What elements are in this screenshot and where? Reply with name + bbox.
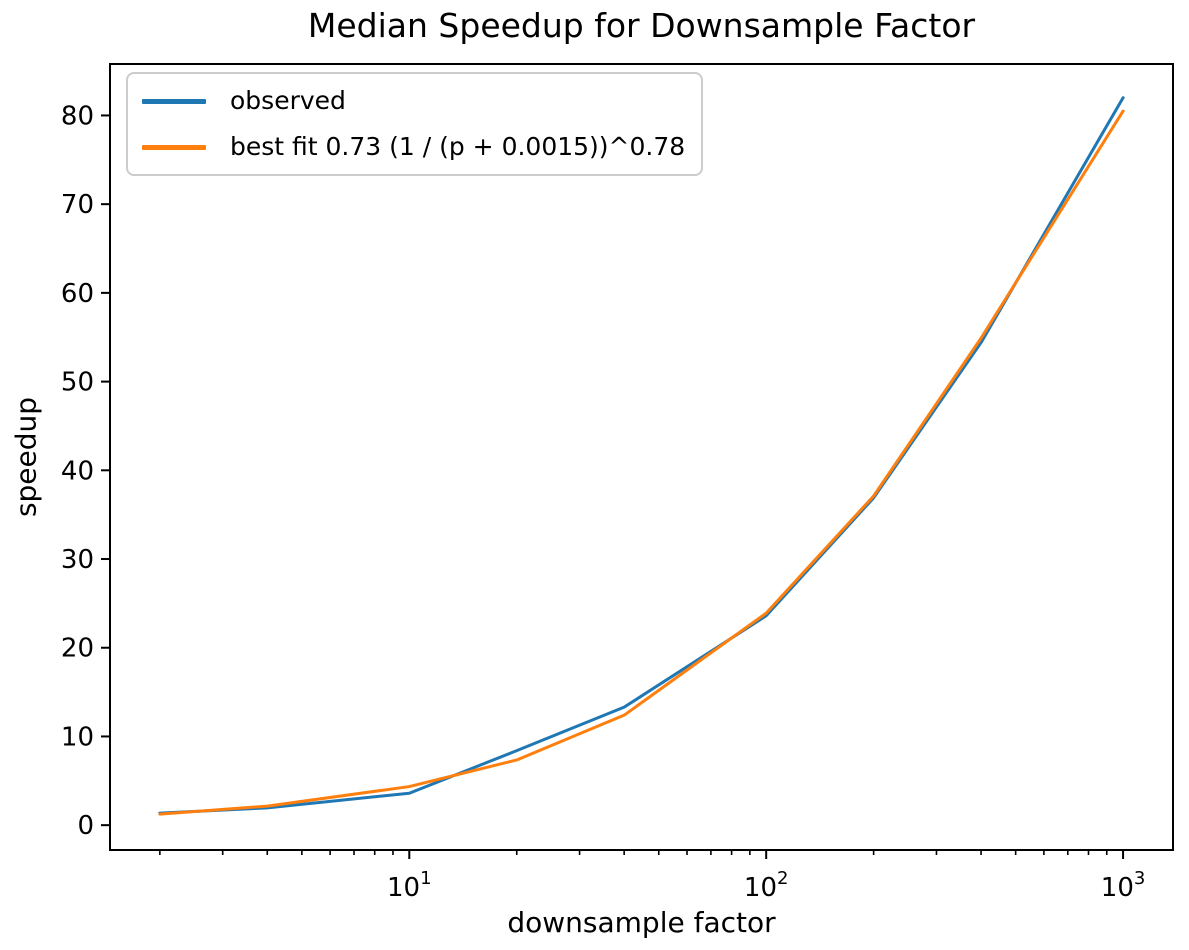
y-tick-label: 50 [61, 368, 94, 398]
y-tick-label: 30 [61, 545, 94, 575]
series-line-observed [158, 96, 1125, 815]
axis-ticks [101, 114, 1125, 859]
legend-label-best-fit: best fit 0.73 (1 / (p + 0.0015))^0.78 [230, 132, 686, 161]
legend-line-observed-swatch [142, 98, 206, 104]
axis-tick-labels: 0 10 20 30 40 50 60 70 80 101 102 103 [61, 101, 1145, 903]
y-tick-label: 10 [61, 722, 94, 752]
x-axis-label: downsample factor [507, 906, 776, 939]
y-tick-label: 0 [77, 811, 94, 841]
data-series [158, 96, 1125, 816]
y-axis-label: speedup [9, 396, 43, 518]
plot-frame [109, 63, 1174, 851]
x-tick-label: 101 [387, 868, 432, 903]
y-tick-label: 80 [61, 101, 94, 131]
x-tick-label: 102 [744, 868, 789, 903]
legend: observed best fit 0.73 (1 / (p + 0.0015)… [126, 72, 704, 176]
legend-entry-best-fit: best fit 0.73 (1 / (p + 0.0015))^0.78 [142, 132, 685, 162]
series-line-best-fit [158, 109, 1125, 816]
chart-title: Median Speedup for Downsample Factor [307, 6, 976, 45]
y-tick-label: 40 [61, 456, 94, 486]
legend-label-observed: observed [230, 86, 346, 115]
y-tick-label: 60 [61, 279, 94, 309]
legend-entry-observed: observed [142, 86, 685, 116]
x-tick-label: 103 [1101, 868, 1146, 903]
legend-line-best-fit-swatch [142, 144, 206, 150]
y-tick-label: 20 [61, 634, 94, 664]
y-tick-label: 70 [61, 190, 94, 220]
